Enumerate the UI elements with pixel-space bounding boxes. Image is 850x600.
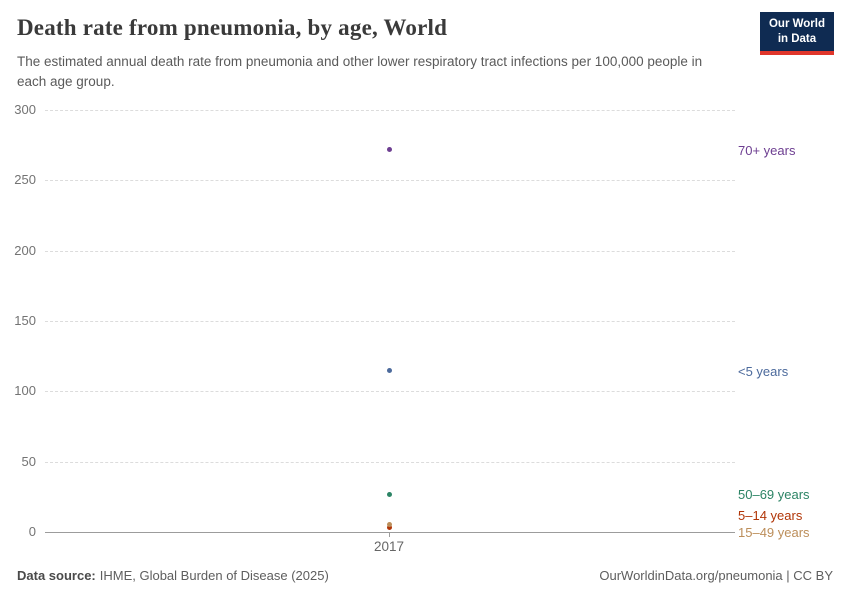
y-tick-label-200: 200 — [14, 242, 36, 258]
owid-logo: Our World in Data — [759, 12, 834, 55]
owid-logo-line1: Our World — [768, 18, 825, 30]
page-title: Death rate from pneumonia, by age, World — [17, 15, 448, 40]
data-source: Data source: IHME, Global Burden of Dise… — [17, 568, 329, 583]
data-point-5-14-years — [386, 525, 392, 531]
data-source-label: Data source: — [17, 568, 96, 583]
series-label-50-69-years: 50–69 years — [738, 487, 810, 502]
owid-url-link[interactable]: OurWorldinData.org/pneumonia | CC BY — [599, 568, 833, 583]
gridline-50 — [45, 461, 735, 463]
x-tick-mark — [389, 532, 390, 537]
data-point-15-49-years — [386, 522, 392, 528]
gridline-300 — [45, 110, 735, 111]
series-label-70-years: 70+ years — [738, 143, 796, 158]
gridline-200 — [45, 250, 735, 252]
owid-logo-line2: in Data — [777, 32, 817, 45]
y-tick-label-0: 0 — [28, 524, 36, 539]
data-point-5-years — [386, 368, 392, 374]
data-point-50-69-years — [386, 491, 392, 497]
y-tick-label-50: 50 — [21, 453, 36, 469]
data-point-70-years — [386, 146, 392, 152]
series-label-5-14-years: 5–14 years — [738, 508, 803, 523]
series-label-5-years: <5 years — [738, 364, 789, 379]
chart-subtitle: The estimated annual death rate from pne… — [17, 54, 703, 90]
gridline-250 — [45, 180, 735, 182]
data-source-value: IHME, Global Burden of Disease (2025) — [99, 568, 329, 583]
y-tick-label-150: 150 — [14, 313, 36, 328]
x-tick-label: 2017 — [373, 539, 405, 554]
gridline-150 — [45, 321, 735, 322]
x-axis-line — [45, 532, 735, 533]
y-tick-label-250: 250 — [14, 172, 36, 188]
y-tick-label-100: 100 — [14, 383, 36, 399]
series-label-15-49-years: 15–49 years — [738, 525, 810, 540]
chart-footer: Data source: IHME, Global Burden of Dise… — [17, 568, 833, 583]
y-tick-label-300: 300 — [14, 102, 36, 117]
gridline-100 — [45, 391, 735, 393]
